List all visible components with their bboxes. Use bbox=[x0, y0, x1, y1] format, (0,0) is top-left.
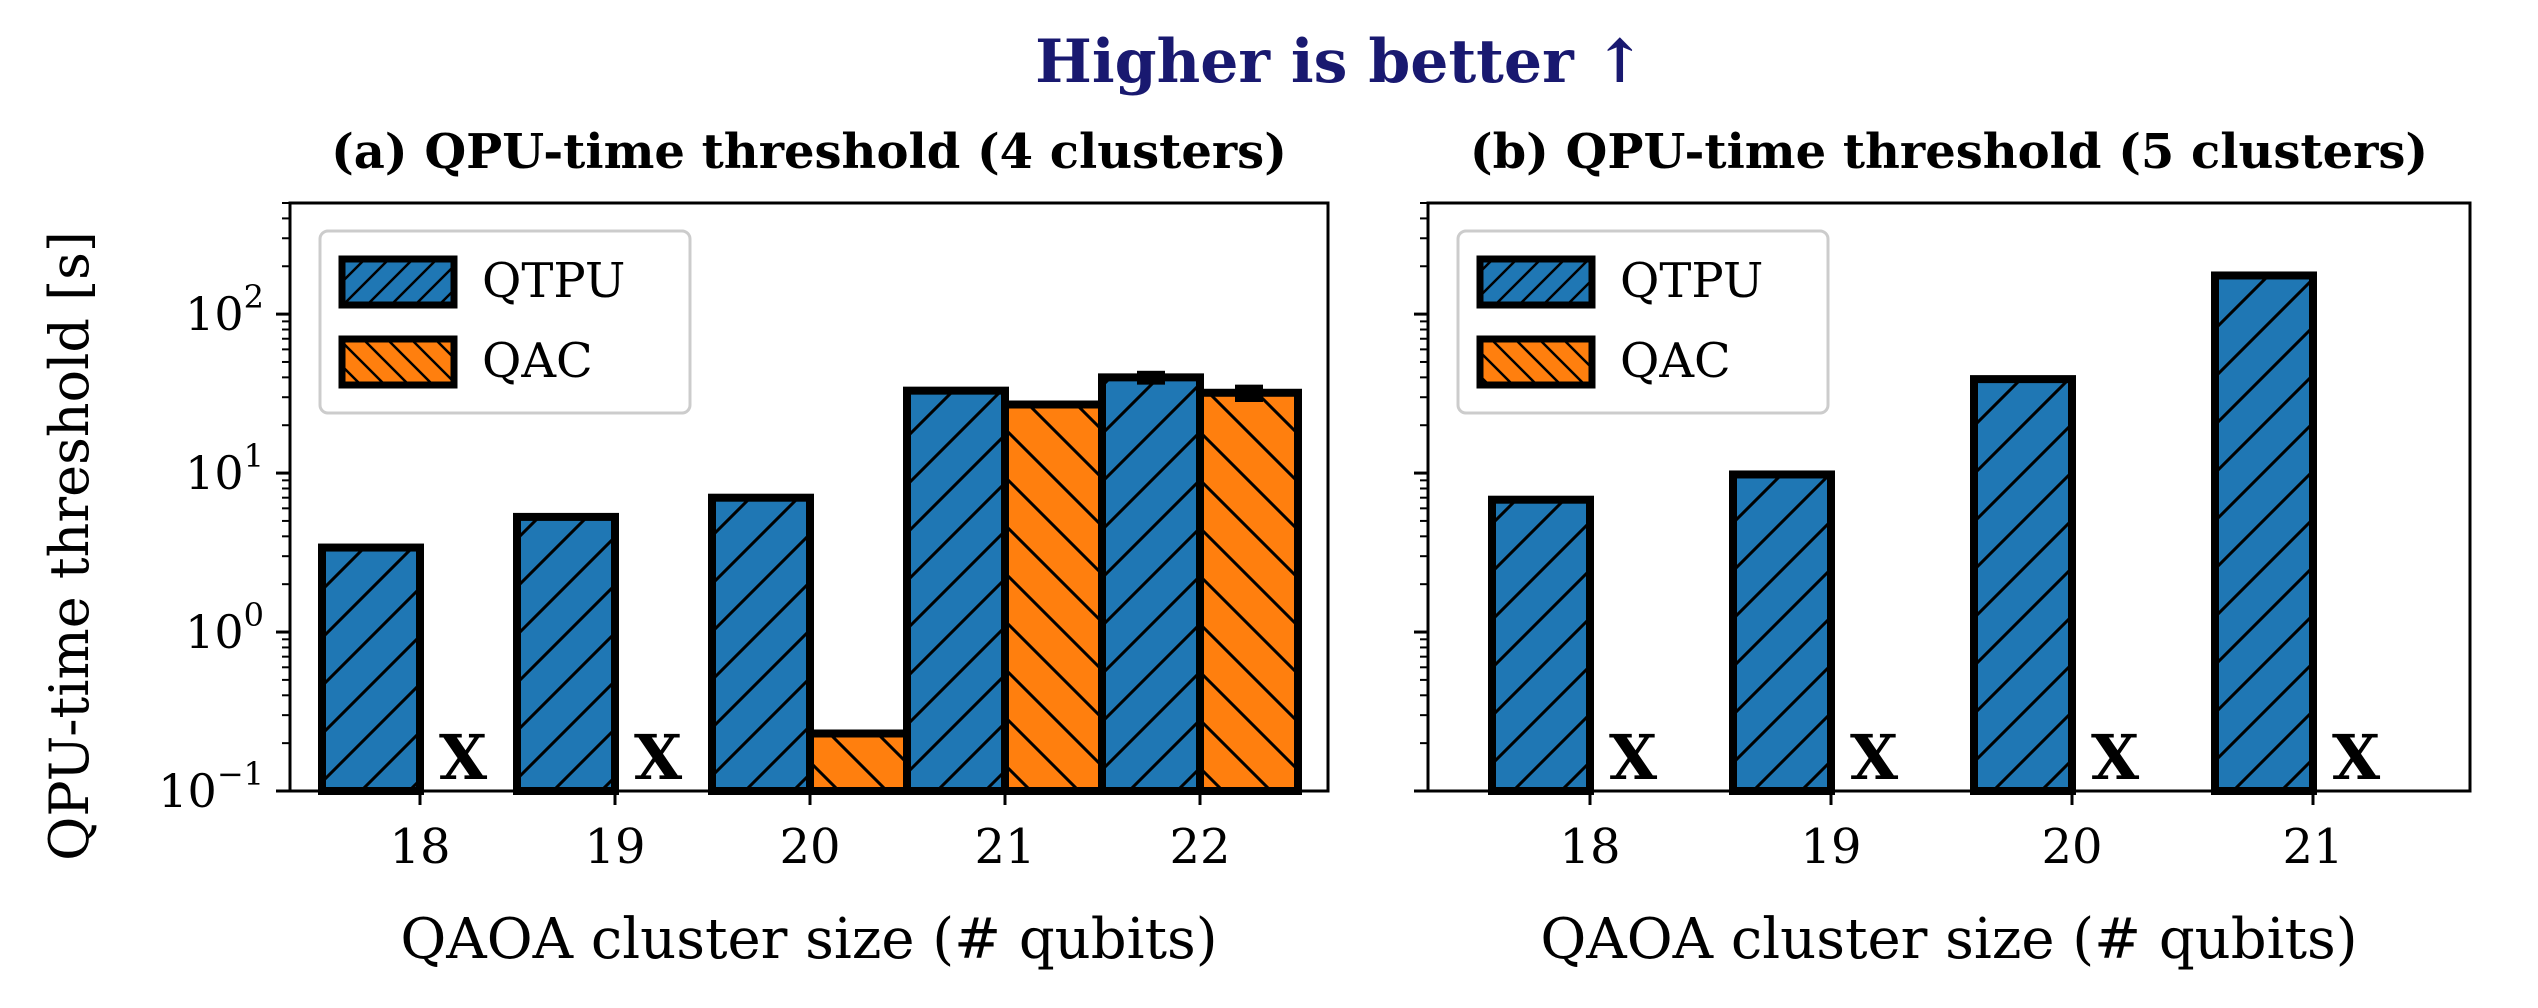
suptitle: Higher is better ↑ bbox=[1035, 27, 1645, 97]
axes-frame bbox=[1426, 201, 2472, 793]
bar-hatch-qtpu-19 bbox=[517, 516, 615, 791]
bar-hatch-qtpu-18 bbox=[322, 547, 420, 791]
x-tick-label-18: 18 bbox=[389, 819, 450, 875]
y-tick-label: 10−1 bbox=[158, 755, 264, 818]
axes-frame bbox=[288, 201, 1330, 793]
legend-swatch-hatch-qac bbox=[1480, 339, 1592, 385]
legend-swatch-hatch-qac bbox=[342, 339, 454, 385]
bar-hatch-qac-22 bbox=[1200, 392, 1298, 791]
missing-marker-qac-18: X bbox=[439, 721, 488, 794]
x-axis-label: QAOA cluster size (# qubits) bbox=[400, 907, 1217, 972]
x-tick-label-20: 20 bbox=[2041, 819, 2102, 875]
y-tick-label: 102 bbox=[185, 278, 264, 341]
legend-label-qtpu: QTPU bbox=[1620, 253, 1763, 309]
x-tick-label-22: 22 bbox=[1169, 819, 1230, 875]
bar-hatch-qtpu-20 bbox=[712, 497, 810, 791]
panel-a: (a) QPU-time threshold (4 clusters) X 18 X 1… bbox=[158, 124, 1330, 972]
legend-swatch-edge-qtpu bbox=[338, 255, 458, 309]
legend-swatch-hatch-qtpu bbox=[1480, 259, 1592, 305]
missing-marker-qac-19: X bbox=[634, 721, 683, 794]
bar-hatch-qac-20 bbox=[810, 733, 908, 791]
error-bar-qac-22 bbox=[1235, 384, 1263, 402]
legend-label-qac: QAC bbox=[1620, 333, 1731, 389]
y-axis-label: QPU-time threshold [s] bbox=[38, 231, 101, 861]
bar-hatch-qtpu-20 bbox=[1974, 379, 2072, 791]
bar-hatch-qtpu-19 bbox=[1733, 474, 1831, 791]
legend-swatch-edge-qtpu bbox=[1476, 255, 1596, 309]
y-tick-label: 100 bbox=[185, 596, 264, 659]
y-tick-label: 101 bbox=[185, 437, 264, 500]
x-tick-label-19: 19 bbox=[1800, 819, 1861, 875]
x-tick-label-21: 21 bbox=[2282, 819, 2343, 875]
bar-hatch-qtpu-21 bbox=[907, 390, 1005, 791]
error-bar-qtpu-22 bbox=[1137, 370, 1165, 385]
bar-hatch-qtpu-18 bbox=[1492, 499, 1590, 791]
legend-label-qtpu: QTPU bbox=[482, 253, 625, 309]
legend-swatch-edge-qac bbox=[338, 335, 458, 389]
missing-marker-qac-19: X bbox=[1850, 721, 1899, 794]
bar-hatch-qac-21 bbox=[1005, 404, 1103, 791]
panel-title: (b) QPU-time threshold (5 clusters) bbox=[1470, 124, 2428, 180]
legend-swatch-edge-qac bbox=[1476, 335, 1596, 389]
x-tick-label-18: 18 bbox=[1559, 819, 1620, 875]
panel-b: (b) QPU-time threshold (5 clusters) X 18 X 1… bbox=[1414, 124, 2472, 972]
missing-marker-qac-21: X bbox=[2332, 721, 2381, 794]
x-tick-label-20: 20 bbox=[779, 819, 840, 875]
bar-hatch-qtpu-22 bbox=[1102, 377, 1200, 791]
missing-marker-qac-18: X bbox=[1609, 721, 1658, 794]
missing-marker-qac-20: X bbox=[2091, 721, 2140, 794]
panel-title: (a) QPU-time threshold (4 clusters) bbox=[331, 124, 1287, 180]
legend-swatch-hatch-qtpu bbox=[342, 259, 454, 305]
bar-hatch-qtpu-21 bbox=[2215, 275, 2313, 791]
legend-label-qac: QAC bbox=[482, 333, 593, 389]
x-axis-label: QAOA cluster size (# qubits) bbox=[1540, 907, 2357, 972]
x-tick-label-19: 19 bbox=[584, 819, 645, 875]
x-tick-label-21: 21 bbox=[974, 819, 1035, 875]
